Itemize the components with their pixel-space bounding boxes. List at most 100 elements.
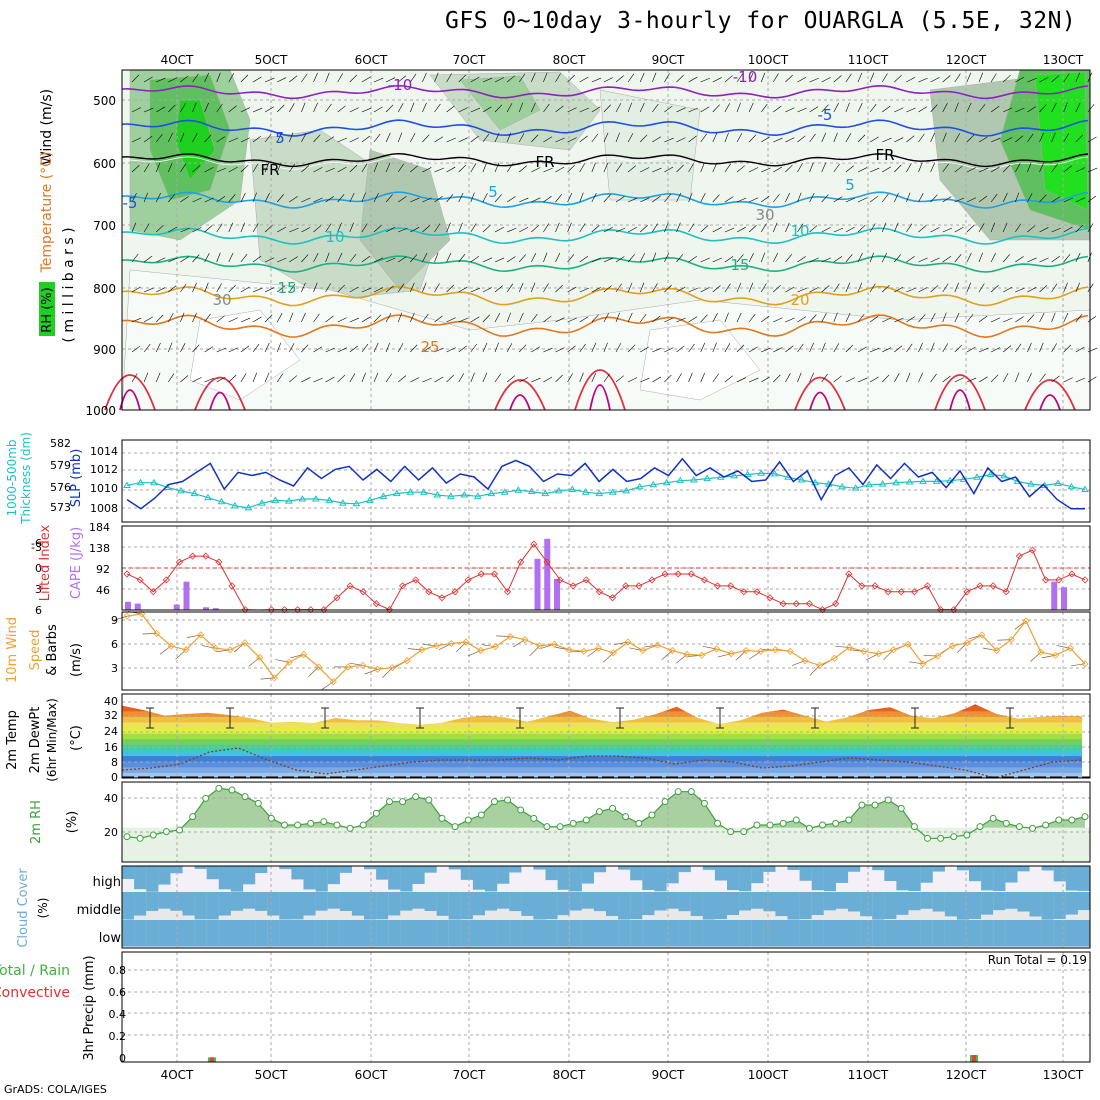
slp-label: SLP (mb) bbox=[69, 449, 84, 508]
wind-barb bbox=[579, 316, 589, 323]
rh2m-frame bbox=[121, 781, 1091, 863]
thickness-marker bbox=[1081, 485, 1089, 493]
cloud-cell bbox=[364, 920, 377, 947]
cloud-cell bbox=[158, 866, 171, 885]
cloud-empty bbox=[412, 908, 425, 920]
wind-barb bbox=[518, 133, 525, 143]
wind-barb bbox=[131, 317, 142, 323]
wind-barb bbox=[797, 256, 806, 263]
wind-barb bbox=[264, 224, 273, 233]
wind-barb bbox=[325, 347, 335, 353]
temp-band bbox=[122, 716, 1082, 723]
cloud-cell bbox=[714, 920, 728, 947]
cloud-empty bbox=[630, 919, 643, 920]
cloud-cell bbox=[146, 866, 159, 892]
wind-barb bbox=[1015, 223, 1022, 233]
wind-barb bbox=[506, 196, 516, 203]
cloud-empty bbox=[388, 946, 401, 948]
wind-barb bbox=[385, 257, 396, 263]
wind-barb bbox=[397, 163, 405, 173]
cloud-empty bbox=[981, 914, 994, 920]
temp2m-panel bbox=[121, 694, 1090, 779]
wind-barb bbox=[882, 166, 891, 173]
rh-marker bbox=[727, 828, 735, 836]
wind-barb bbox=[761, 195, 770, 203]
wind-barb bbox=[857, 252, 863, 263]
wind-barb bbox=[1051, 103, 1057, 113]
wind-barb bbox=[1075, 224, 1084, 233]
rh-marker bbox=[267, 814, 275, 822]
wind-barb bbox=[228, 252, 234, 263]
cloud-cell bbox=[545, 866, 558, 881]
cloud-cell bbox=[339, 920, 352, 947]
wind-barb bbox=[760, 72, 766, 83]
wind-speed-marker bbox=[978, 631, 986, 639]
wind-barb bbox=[373, 133, 381, 143]
thickness-marker bbox=[973, 473, 981, 480]
wind-barb bbox=[930, 77, 940, 83]
wind-barb bbox=[918, 193, 924, 203]
cloud-cell bbox=[339, 892, 352, 912]
wind-barb bbox=[252, 135, 262, 143]
cloud-cell bbox=[122, 892, 135, 920]
wind-tick-label: 6 bbox=[111, 638, 118, 651]
wind-barb bbox=[954, 102, 959, 113]
wind-barb bbox=[845, 282, 851, 293]
wind-barb bbox=[349, 345, 358, 353]
x-axis-bottom-label: 9OCT bbox=[652, 1068, 685, 1082]
wind-barb bbox=[567, 164, 575, 173]
li-marker bbox=[845, 570, 853, 578]
cloud-cell bbox=[569, 920, 582, 947]
cloud-empty bbox=[1065, 946, 1078, 948]
wind-speed-marker bbox=[256, 654, 264, 662]
wind-speed-marker bbox=[919, 660, 927, 668]
wind-barb bbox=[676, 345, 685, 353]
rh-marker bbox=[845, 816, 853, 824]
li-marker bbox=[635, 582, 643, 590]
wind-barb bbox=[289, 283, 296, 293]
cloud-cell bbox=[920, 866, 933, 883]
wind-barb bbox=[978, 72, 984, 83]
rh-marker bbox=[648, 811, 656, 819]
wind-barb bbox=[1075, 167, 1085, 173]
wind-barb bbox=[942, 103, 948, 113]
cloud-cell bbox=[1005, 920, 1018, 947]
rh-marker bbox=[569, 819, 577, 827]
wind-barb bbox=[869, 376, 879, 383]
wind-barb bbox=[664, 105, 673, 113]
li-marker bbox=[1015, 552, 1023, 560]
cloud-empty bbox=[606, 916, 619, 920]
wind-barb bbox=[627, 282, 633, 293]
wind-barb bbox=[797, 287, 807, 293]
cloud-frame bbox=[121, 865, 1091, 949]
wind-barb bbox=[797, 76, 807, 83]
cloud-cell bbox=[569, 866, 582, 892]
wind-barb bbox=[748, 72, 754, 83]
wind-barb bbox=[434, 103, 441, 113]
cloud-empty bbox=[1029, 916, 1042, 920]
wind-barb bbox=[857, 377, 868, 383]
wind10-label-1: 10m Wind bbox=[5, 617, 20, 683]
wind-barb bbox=[930, 227, 940, 233]
wind-barb bbox=[131, 286, 141, 293]
thickness-marker bbox=[298, 495, 307, 502]
wind-speed-marker bbox=[1022, 617, 1030, 625]
wind-barb bbox=[978, 103, 986, 113]
wind-barb bbox=[652, 195, 661, 203]
wind-barb bbox=[349, 253, 357, 263]
wind-barb bbox=[543, 376, 553, 383]
wind-barb bbox=[809, 342, 814, 353]
cloud-empty bbox=[1077, 910, 1091, 920]
wind-barb bbox=[579, 223, 586, 233]
cloud-empty bbox=[509, 911, 522, 920]
wind-barb bbox=[168, 194, 175, 203]
rh-marker bbox=[372, 809, 380, 817]
wind-barb bbox=[422, 313, 429, 323]
cloud-cell bbox=[448, 866, 461, 870]
wind-barb bbox=[809, 314, 817, 323]
cloud-empty bbox=[642, 946, 655, 948]
cloud-cell bbox=[521, 892, 534, 916]
cloud-empty bbox=[920, 908, 933, 920]
wind-barb bbox=[397, 103, 404, 113]
precip-tick-label: 0.6 bbox=[109, 986, 127, 999]
